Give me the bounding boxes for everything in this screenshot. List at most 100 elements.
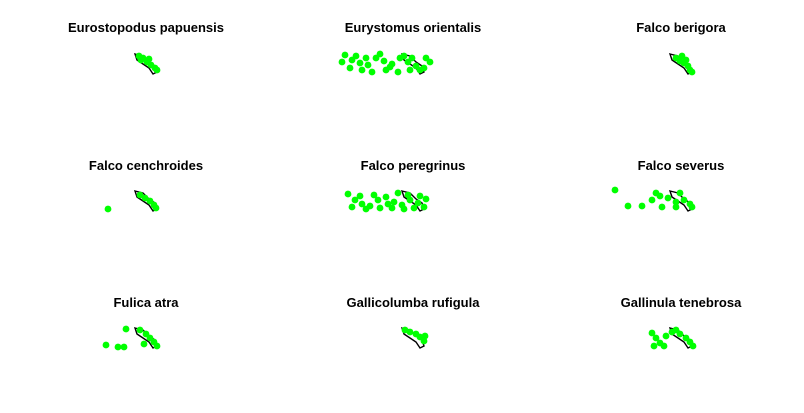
occurrence-point [410,204,418,212]
occurrence-point [662,332,670,340]
occurrence-point [416,192,424,200]
panel-title: Eurystomus orientalis [345,20,482,35]
occurrence-point [341,51,349,59]
occurrence-point [356,59,364,67]
panel-title: Gallinula tenebrosa [621,295,742,310]
occurrence-point [688,203,696,211]
occurrence-point [648,329,656,337]
panel-gallinula-tenebrosa: Gallinula tenebrosa [621,295,742,350]
occurrence-point [652,189,660,197]
panel-falco-cenchroides: Falco cenchroides [89,158,203,213]
occurrence-point [137,56,145,64]
occurrence-point [406,66,414,74]
occurrence-point [122,325,130,333]
occurrence-point [422,195,430,203]
occurrence-point [376,50,384,58]
occurrence-point [672,326,680,334]
occurrence-point [394,68,402,76]
occurrence-point [652,334,660,342]
panel-falco-berigora: Falco berigora [636,20,727,76]
occurrence-point [136,191,144,199]
occurrence-point [362,54,370,62]
occurrence-point [140,340,148,348]
occurrence-point [406,328,414,336]
panel-falco-peregrinus: Falco peregrinus [344,158,465,213]
panel-title: Fulica atra [113,295,179,310]
panel-gallicolumba-rufigula: Gallicolumba rufigula [347,295,480,349]
occurrence-point [346,64,354,72]
occurrence-point [352,52,360,60]
occurrence-point [356,192,364,200]
occurrence-point [400,205,408,213]
panel-eurystomus-orientalis: Eurystomus orientalis [338,20,482,76]
occurrence-points [135,52,161,74]
occurrence-point [394,189,402,197]
occurrence-point [408,54,416,62]
panel-fulica-atra: Fulica atra [102,295,179,351]
occurrence-point [682,56,690,64]
occurrence-point [364,61,372,69]
panel-title: Falco cenchroides [89,158,203,173]
occurrence-point [358,66,366,74]
occurrence-points [338,50,434,76]
occurrence-point [376,204,384,212]
occurrence-points [401,326,429,345]
panel-title: Falco severus [638,158,725,173]
occurrence-point [114,343,122,351]
occurrence-point [362,205,370,213]
occurrence-points [344,189,430,213]
occurrence-points [611,186,696,211]
occurrence-point [120,343,128,351]
occurrence-point [624,202,632,210]
occurrence-point [611,186,619,194]
panel-falco-severus: Falco severus [611,158,725,212]
occurrence-point [680,196,688,204]
occurrence-points [104,191,160,213]
occurrence-point [351,196,359,204]
occurrence-point [420,203,428,211]
occurrence-point [145,55,153,63]
occurrence-point [660,342,668,350]
panel-title: Falco berigora [636,20,726,35]
occurrence-point [152,204,160,212]
occurrence-point [368,68,376,76]
occurrence-point [672,203,680,211]
occurrence-point [414,199,422,207]
occurrence-point [672,198,680,206]
occurrence-point [404,191,412,199]
occurrence-point [416,66,424,74]
occurrence-point [380,57,388,65]
occurrence-point [102,341,110,349]
occurrence-point [153,66,161,74]
occurrence-point [384,200,392,208]
occurrence-point [390,198,398,206]
occurrence-point [386,63,394,71]
occurrence-point [382,193,390,201]
occurrence-point [344,190,352,198]
panel-eurostopodus-papuensis: Eurostopodus papuensis [68,20,224,75]
occurrence-point [689,342,697,350]
occurrence-point [676,189,684,197]
occurrence-point [422,54,430,62]
occurrence-point [136,326,144,334]
occurrence-point [664,194,672,202]
occurrence-point [370,191,378,199]
occurrence-point [358,200,366,208]
occurrence-point [338,58,346,66]
occurrence-points [648,326,697,350]
panel-title: Eurostopodus papuensis [68,20,224,35]
occurrence-point [104,205,112,213]
occurrence-point [348,203,356,211]
occurrence-point [421,332,429,340]
occurrence-points [102,325,161,351]
occurrence-point [658,203,666,211]
occurrence-point [400,52,408,60]
occurrence-point [141,194,149,202]
occurrence-point [650,342,658,350]
occurrence-point [153,342,161,350]
occurrence-point [374,196,382,204]
occurrence-point [688,68,696,76]
occurrence-points [672,52,696,76]
occurrence-point [648,196,656,204]
